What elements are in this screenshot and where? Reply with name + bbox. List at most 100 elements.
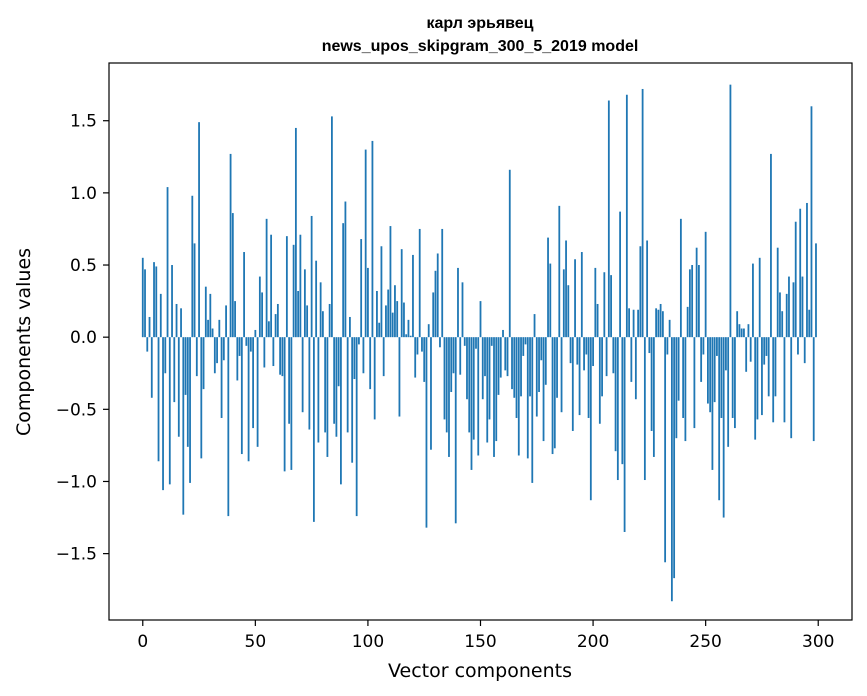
bar	[515, 337, 518, 418]
bar	[736, 311, 739, 338]
bar	[157, 337, 160, 462]
bar	[274, 314, 277, 338]
x-tick-label: 250	[689, 632, 721, 652]
bar	[342, 223, 345, 338]
bar	[623, 337, 626, 532]
bar	[141, 257, 144, 338]
bar	[344, 201, 347, 338]
bar	[198, 122, 200, 338]
bar	[283, 337, 286, 472]
bar	[569, 337, 572, 364]
bar	[204, 286, 207, 338]
bar	[177, 337, 180, 437]
bar	[229, 153, 232, 338]
bar	[585, 337, 588, 355]
bar	[524, 337, 527, 345]
bar	[718, 337, 721, 501]
bar	[394, 285, 396, 338]
bar	[801, 276, 804, 338]
bar	[373, 337, 376, 420]
bar	[443, 337, 446, 420]
bar	[812, 337, 815, 442]
bar	[434, 270, 437, 338]
bar	[619, 211, 621, 338]
bar	[549, 263, 552, 338]
bar	[605, 337, 608, 377]
bar	[684, 337, 687, 442]
y-tick-label: 1.5	[70, 112, 97, 132]
bar	[234, 301, 236, 338]
bar	[400, 249, 403, 338]
bar	[488, 337, 491, 420]
bar	[324, 337, 327, 433]
bar	[403, 302, 405, 338]
bar	[481, 337, 484, 400]
bar	[267, 321, 270, 338]
bar	[639, 246, 642, 338]
bar	[679, 218, 682, 338]
bar	[495, 337, 498, 442]
bar	[321, 311, 324, 338]
bar	[144, 269, 146, 338]
x-tick-label: 300	[802, 632, 834, 652]
bar	[306, 305, 309, 338]
bar	[418, 228, 421, 338]
bar	[529, 337, 531, 397]
bar	[270, 234, 273, 338]
bar	[335, 337, 338, 437]
bar	[698, 265, 700, 338]
bar	[731, 337, 734, 418]
bar	[432, 292, 435, 338]
bar	[794, 221, 797, 338]
bar	[294, 127, 297, 338]
bar	[749, 337, 752, 362]
bar	[299, 234, 302, 338]
x-tick-label: 50	[245, 632, 267, 652]
bar	[331, 116, 333, 338]
bar	[641, 88, 644, 338]
bar	[517, 337, 520, 456]
bar	[256, 337, 259, 447]
bar	[648, 337, 651, 354]
bar	[772, 337, 775, 423]
bar	[540, 337, 543, 361]
bar	[711, 337, 714, 470]
bar	[616, 337, 619, 481]
bar	[249, 337, 252, 352]
bar	[263, 337, 266, 368]
chart-title: карл эрьявец	[426, 15, 533, 32]
bar	[571, 337, 574, 431]
bar	[729, 84, 732, 338]
bar	[646, 240, 649, 338]
bar	[308, 337, 311, 430]
bar	[560, 337, 563, 413]
y-axis-label: Components values	[13, 248, 35, 436]
bar	[351, 337, 354, 463]
bar	[522, 337, 525, 356]
bar	[146, 337, 149, 352]
bar	[614, 337, 617, 452]
bar	[767, 337, 770, 397]
bar	[704, 231, 707, 338]
bar	[200, 337, 203, 459]
bar	[643, 337, 646, 481]
x-axis-ticks: 0 50 100 150 200 250 300	[137, 620, 834, 652]
bar	[670, 337, 673, 602]
x-axis-label: Vector components	[388, 660, 572, 682]
bar	[225, 305, 227, 338]
bar	[193, 243, 196, 338]
bar	[806, 202, 808, 338]
bar	[797, 337, 799, 355]
plot-frame	[108, 62, 853, 621]
bar	[252, 337, 254, 429]
bar	[567, 285, 570, 338]
bar	[416, 337, 419, 355]
bar	[637, 309, 640, 338]
bar	[763, 337, 766, 365]
bar	[168, 337, 171, 485]
bar	[688, 269, 691, 338]
x-tick-label: 100	[352, 632, 384, 652]
bar	[184, 337, 187, 395]
bar	[461, 282, 464, 338]
